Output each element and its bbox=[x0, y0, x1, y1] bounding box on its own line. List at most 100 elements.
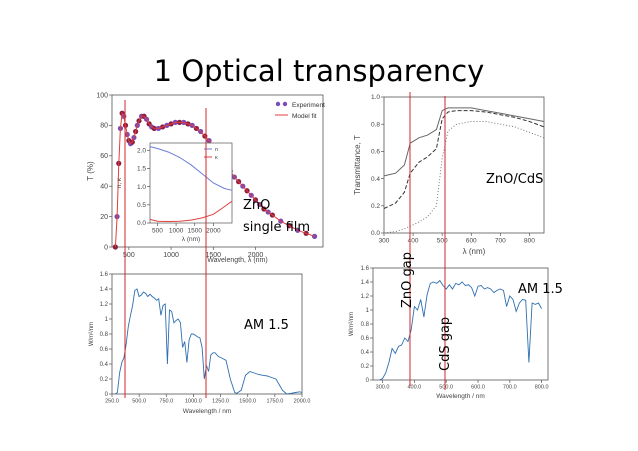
inset-y-tick-label: 0.5 bbox=[137, 202, 146, 209]
am15-narrow-x-tick-label: 400.0 bbox=[407, 385, 421, 391]
zno-cds-x-tick-label: 500 bbox=[437, 238, 448, 245]
am15-narrow-y-tick-label: 1.4 bbox=[361, 280, 370, 286]
inset-y-tick-label: 0.0 bbox=[137, 220, 146, 227]
am15-wide-x-tick-label: 750.0 bbox=[159, 399, 173, 405]
am15-narrow-x-tick-label: 700.0 bbox=[503, 385, 517, 391]
am15-wide-x-tick-label: 500.0 bbox=[132, 399, 146, 405]
zno-x-tick-label: 1500 bbox=[205, 252, 221, 259]
am15-narrow-y-tick-label: 0.6 bbox=[361, 336, 370, 342]
am15-wide-y-tick-label: 1 bbox=[105, 317, 109, 323]
am15-wide-x-tick-label: 1000.0 bbox=[185, 399, 202, 405]
cds-gap-label: CdS gap bbox=[438, 316, 453, 371]
zno-cds-dashed-line bbox=[383, 110, 545, 209]
zno-cds-y-tick-label: 0.4 bbox=[371, 176, 380, 183]
experiment-point bbox=[112, 244, 118, 250]
am15-wide-y-tick-label: 0.8 bbox=[100, 332, 109, 338]
inset-x-tick-label: 2000 bbox=[206, 228, 221, 235]
zno-x-tick-label: 500 bbox=[123, 252, 135, 259]
zno-transmittance-axes bbox=[111, 94, 324, 248]
am15-wide-y-tick-label: 0.6 bbox=[100, 347, 109, 353]
am15-wide-x-tick-label: 250.0 bbox=[105, 399, 119, 405]
zno-cds-ylabel: Transmittance, T bbox=[353, 135, 362, 195]
am15-left-label: AM 1.5 bbox=[244, 318, 289, 333]
am15-narrow-y-tick-label: 1 bbox=[366, 308, 370, 314]
zno-y-tick-label: 80 bbox=[100, 123, 108, 130]
inset-ylabel: n, κ bbox=[116, 177, 123, 188]
am15-wide-y-tick-label: 1.6 bbox=[100, 272, 109, 278]
inset-n-line bbox=[149, 146, 233, 191]
zno-cds-label: ZnO/CdS bbox=[486, 172, 544, 187]
model-fit-line bbox=[114, 111, 315, 248]
inset-y-tick-label: 1.0 bbox=[137, 184, 146, 191]
am15-narrow-xlabel: Wavelength / nm bbox=[436, 393, 485, 400]
am15-narrow-x-tick-label: 300.0 bbox=[376, 385, 390, 391]
zno-y-tick-label: 20 bbox=[100, 214, 108, 221]
zno-cds-y-tick-label: 0.0 bbox=[371, 230, 380, 237]
am15-wide-spectrum bbox=[115, 288, 303, 395]
zno-cds-y-tick-label: 1.0 bbox=[371, 94, 380, 101]
inset-axes bbox=[149, 142, 233, 224]
am15-narrow-y-tick-label: 0 bbox=[366, 378, 370, 384]
am15-wide-y-tick-label: 1.2 bbox=[100, 302, 109, 308]
zno-gap-label: ZnO gap bbox=[400, 252, 415, 308]
zno-cds-y-tick-label: 0.6 bbox=[371, 149, 380, 156]
inset-x-tick-label: 500 bbox=[152, 228, 163, 235]
zno-label: ZnO bbox=[243, 198, 271, 213]
zno-cds-solid-line bbox=[383, 107, 545, 177]
zno-cds-y-tick-label: 0.2 bbox=[371, 203, 380, 210]
am15-narrow-x-tick-label: 800.0 bbox=[535, 385, 549, 391]
am15-narrow-y-tick-label: 0.8 bbox=[361, 322, 370, 328]
am15-wide-xlabel: Wavelength / nm bbox=[183, 408, 232, 415]
am15-wide-y-tick-label: 0 bbox=[105, 392, 109, 398]
inset-y-tick-label: 2.0 bbox=[137, 147, 146, 154]
zno-x-tick-label: 1000 bbox=[163, 252, 179, 259]
zno-cds-x-tick-label: 800 bbox=[524, 238, 535, 245]
zno-cds-x-tick-label: 400 bbox=[408, 238, 419, 245]
am15-wide-x-tick-label: 1500.0 bbox=[239, 399, 256, 405]
inset-x-tick-label: 1000 bbox=[169, 228, 184, 235]
inset-x-tick-label: 1500 bbox=[187, 228, 202, 235]
zno-y-tick-label: 100 bbox=[96, 92, 108, 99]
am15-narrow-x-tick-label: 500.0 bbox=[439, 385, 453, 391]
zno-cds-axes bbox=[383, 96, 545, 234]
zno-y-tick-label: 60 bbox=[100, 153, 108, 160]
am15-wide-y-tick-label: 0.4 bbox=[100, 362, 109, 368]
am15-wide-axes bbox=[111, 273, 303, 395]
zno-y-tick-label: 40 bbox=[100, 184, 108, 191]
zno-y-tick-label: 0 bbox=[104, 244, 108, 251]
zno-x-tick-label: 2000 bbox=[248, 252, 264, 259]
am15-wide-ylabel: W/m²/nm bbox=[89, 322, 95, 346]
inset-k-line bbox=[149, 200, 233, 223]
am15-narrow-x-tick-label: 600.0 bbox=[471, 385, 485, 391]
am15-narrow-ylabel: W/m²/nm bbox=[349, 312, 355, 336]
inset-xlabel: λ (nm) bbox=[182, 236, 200, 243]
inset-legend-k-label: κ bbox=[215, 155, 218, 161]
am15-wide-y-tick-label: 1.4 bbox=[100, 287, 109, 293]
inset-legend-n-label: n bbox=[215, 147, 218, 153]
am15-wide-x-tick-label: 2000.0 bbox=[294, 399, 311, 405]
zno-cds-y-tick-label: 0.8 bbox=[371, 121, 380, 128]
am15-wide-y-tick-label: 0.2 bbox=[100, 377, 109, 383]
am15-right-label: AM 1.5 bbox=[518, 282, 563, 297]
zno-cds-x-tick-label: 600 bbox=[466, 238, 477, 245]
zno-cds-xlabel: λ (nm) bbox=[463, 247, 486, 256]
am15-narrow-spectrum bbox=[379, 279, 542, 381]
inset-y-tick-label: 1.5 bbox=[137, 166, 146, 173]
legend-experiment-label: Experiment bbox=[292, 102, 325, 109]
single-film-label: single film bbox=[243, 220, 311, 235]
legend-model-label: Model fit bbox=[292, 113, 317, 120]
am15-wide-x-tick-label: 1750.0 bbox=[266, 399, 283, 405]
legend-experiment-marker bbox=[282, 101, 288, 107]
am15-narrow-y-tick-label: 0.2 bbox=[361, 364, 370, 370]
zno-xlabel: Wavelength, λ (nm) bbox=[207, 257, 267, 264]
zno-cds-x-tick-label: 700 bbox=[495, 238, 506, 245]
zno-ylabel: T (%) bbox=[86, 161, 95, 181]
slide-title: 1 Optical transparency bbox=[153, 54, 485, 88]
zno-cds-x-tick-label: 300 bbox=[379, 238, 390, 245]
am15-narrow-y-tick-label: 1.6 bbox=[361, 266, 370, 272]
legend-experiment-marker bbox=[275, 101, 281, 107]
am15-narrow-y-tick-label: 1.2 bbox=[361, 294, 370, 300]
am15-wide-x-tick-label: 1250.0 bbox=[212, 399, 229, 405]
